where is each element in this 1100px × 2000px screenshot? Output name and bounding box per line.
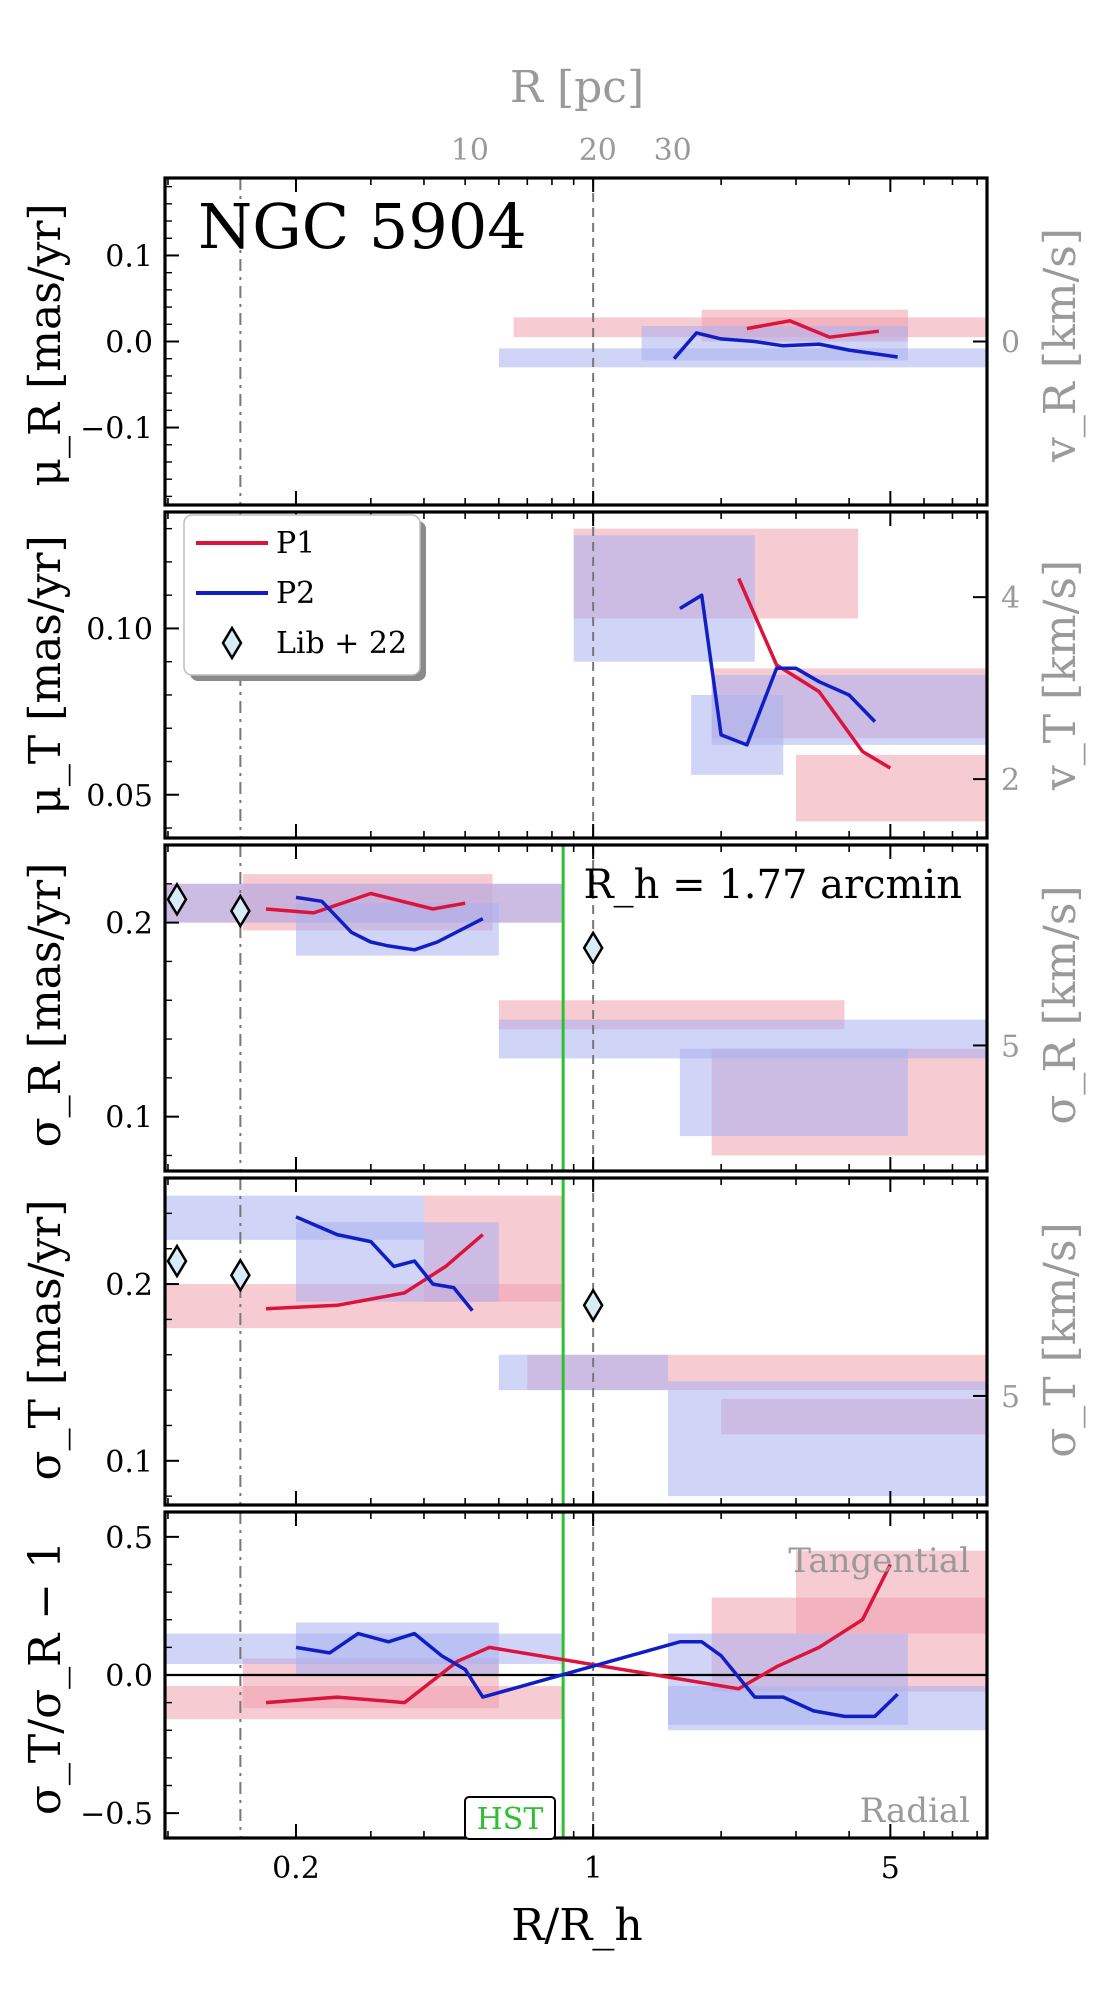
panel-mu-t-bands [573, 528, 987, 822]
anisotropy-ytick-label-0: 0.5 [105, 1521, 153, 1556]
sigma-r-ytick-label-1: 0.1 [105, 1101, 153, 1136]
panel-sigma-r-axes: 0.2 0.1 5 [105, 843, 1020, 1173]
mu-t-p2-line [678, 593, 877, 747]
legend-lib22-diamond [221, 625, 243, 661]
panel-anisotropy-series [265, 1563, 899, 1719]
x-tick-label-0: 0.2 [272, 1851, 320, 1886]
sigma-r-ytick-label-0: 0.2 [105, 907, 153, 942]
panel-mu-t-series [678, 577, 892, 770]
top-axis-label: R [pc] [510, 62, 644, 113]
x-tick-label-1: 1 [584, 1851, 603, 1886]
legend: P1 P2 Lib + 22 [183, 514, 426, 681]
legend-lib22-label: Lib + 22 [276, 626, 407, 661]
mu-t-ytick-label-0: 0.10 [86, 612, 153, 647]
rh-annotation: R_h = 1.77 arcmin [584, 862, 962, 908]
anisotropy-p1-band-3 [796, 1550, 987, 1634]
panel-sigma-r: 0.2 0.1 5 R_h = 1.77 arcmin σ_R [mas/yr] σ… [20, 843, 1086, 1173]
sigma-r-rtick-label-0: 5 [1001, 1029, 1020, 1064]
mu-r-ytick-label-2: −0.1 [80, 412, 153, 447]
panel-sigma-r-bands [165, 874, 987, 1156]
panel-mu-r-ylabel: μ_R [mas/yr] [20, 203, 71, 486]
chart-title: NGC 5904 [198, 190, 527, 263]
mu-t-p1-band-2 [796, 754, 987, 822]
panel-sigma-r-ylabel: σ_R [mas/yr] [20, 863, 71, 1148]
mu-r-ytick-label-0: 0.1 [105, 239, 153, 274]
anisotropy-p2-band-1 [295, 1622, 499, 1675]
hst-label-box [464, 1796, 556, 1840]
sigma-t-lib22-marker-1 [229, 1257, 251, 1293]
mu-r-rtick-label-0: 0 [1001, 326, 1020, 361]
sigma-r-frame [163, 843, 989, 1173]
panel-mu-r: 0.1 0.0 −0.1 0 NGC 5904 μ_R [mas/yr] v_R [k… [20, 176, 1086, 507]
panel-mu-r-reflines [239, 178, 595, 505]
tangential-label: Tangential [788, 1541, 970, 1581]
sigma-r-p1-line [265, 891, 466, 915]
hst-label: HST [477, 1802, 544, 1837]
sigma-t-p2-band-1 [295, 1222, 499, 1302]
panel-mu-t-ylabel: μ_T [mas/yr] [20, 535, 71, 815]
panel-sigma-t-right-label: σ_T [km/s] [1035, 1222, 1086, 1458]
anisotropy-ytick-label-1: 0.0 [105, 1659, 153, 1694]
mu-r-ytick-label-1: 0.0 [105, 326, 153, 361]
top-tick-label-0: 10 [451, 133, 489, 168]
sigma-t-lib22-marker-0 [166, 1243, 188, 1279]
sigma-t-frame [163, 1176, 989, 1507]
anisotropy-p2-band-3 [668, 1633, 908, 1725]
sigma-t-p1-line [265, 1233, 484, 1311]
panel-sigma-t: 0.2 0.1 5 σ_T [mas/yr] σ_T [km/s] [20, 1176, 1086, 1507]
sigma-t-p2-line [295, 1215, 474, 1312]
mu-t-rtick-label-0: 4 [1001, 581, 1020, 616]
anisotropy-ytick-label-2: −0.5 [80, 1797, 153, 1832]
x-tick-label-2: 5 [881, 1851, 900, 1886]
panel-mu-r-bands [498, 309, 987, 368]
panel-sigma-t-bands [165, 1195, 987, 1497]
panel-anisotropy-ylabel: σ_T/σ_R − 1 [20, 1541, 71, 1815]
mu-r-p1-line [746, 319, 880, 339]
mu-t-p2-band-2 [691, 694, 784, 775]
panel-sigma-r-right-label: σ_R [km/s] [1035, 885, 1086, 1124]
legend-p1-label: P1 [276, 526, 315, 561]
sigma-t-p2-band-3 [668, 1381, 987, 1497]
legend-lib22-marker [221, 625, 243, 661]
mu-t-p1-line [737, 577, 892, 770]
top-axis-ticks: 10 20 30 [451, 133, 692, 168]
sigma-r-lib22-marker-1 [229, 893, 251, 929]
sigma-t-p2-band-2 [498, 1354, 669, 1391]
sigma-t-ytick-label-1: 0.1 [105, 1445, 153, 1480]
sigma-r-lib22-marker-2 [582, 930, 604, 966]
panel-mu-r-axes: 0.1 0.0 −0.1 0 [80, 176, 1020, 507]
mu-r-p2-line [672, 331, 898, 360]
anisotropy-p1-line [265, 1563, 892, 1705]
panel-mu-r-right-label: v_R [km/s] [1035, 228, 1086, 463]
panel-sigma-t-ylabel: σ_T [mas/yr] [20, 1200, 71, 1481]
panel-mu-t-right-label: v_T [km/s] [1035, 560, 1086, 791]
mu-t-rtick-label-1: 2 [1001, 763, 1020, 798]
panel-sigma-r-series [166, 881, 604, 966]
panel-sigma-t-axes: 0.2 0.1 5 [105, 1176, 1020, 1507]
top-tick-label-2: 30 [654, 133, 692, 168]
panel-mu-r-series [672, 319, 898, 360]
legend-p2-label: P2 [276, 576, 315, 611]
sigma-t-lib22-marker-2 [582, 1287, 604, 1323]
legend-box [183, 514, 421, 676]
top-tick-label-1: 20 [579, 133, 617, 168]
mu-t-frame [163, 510, 989, 840]
panel-sigma-t-reflines [239, 1178, 595, 1505]
mu-t-ytick-label-1: 0.05 [86, 779, 153, 814]
x-axis-label: R/R_h [511, 1900, 642, 1951]
sigma-t-ytick-label-0: 0.2 [105, 1268, 153, 1303]
sigma-r-p2-band-3 [679, 1048, 908, 1137]
panel-anisotropy-axes: 0.2 1 5 0.5 0.0 −0.5 [80, 1510, 989, 1886]
panel-anisotropy: 0.2 1 5 0.5 0.0 −0.5 Tangential Radial HST σ_… [20, 1510, 989, 1886]
anisotropy-p2-line [295, 1631, 899, 1719]
sigma-r-p2-line [295, 895, 484, 952]
radial-label: Radial [860, 1791, 970, 1831]
panel-mu-t: 0.10 0.05 4 2 μ_T [mas/yr] v_T [km/s] P1 P2… [20, 510, 1086, 840]
panel-sigma-t-series [166, 1215, 604, 1323]
panel-mu-t-axes: 0.10 0.05 4 2 [86, 510, 1020, 840]
sigma-r-lib22-marker-0 [166, 881, 188, 917]
sigma-t-rtick-label-0: 5 [1001, 1380, 1020, 1415]
mu-t-p2-band-0 [573, 535, 755, 662]
